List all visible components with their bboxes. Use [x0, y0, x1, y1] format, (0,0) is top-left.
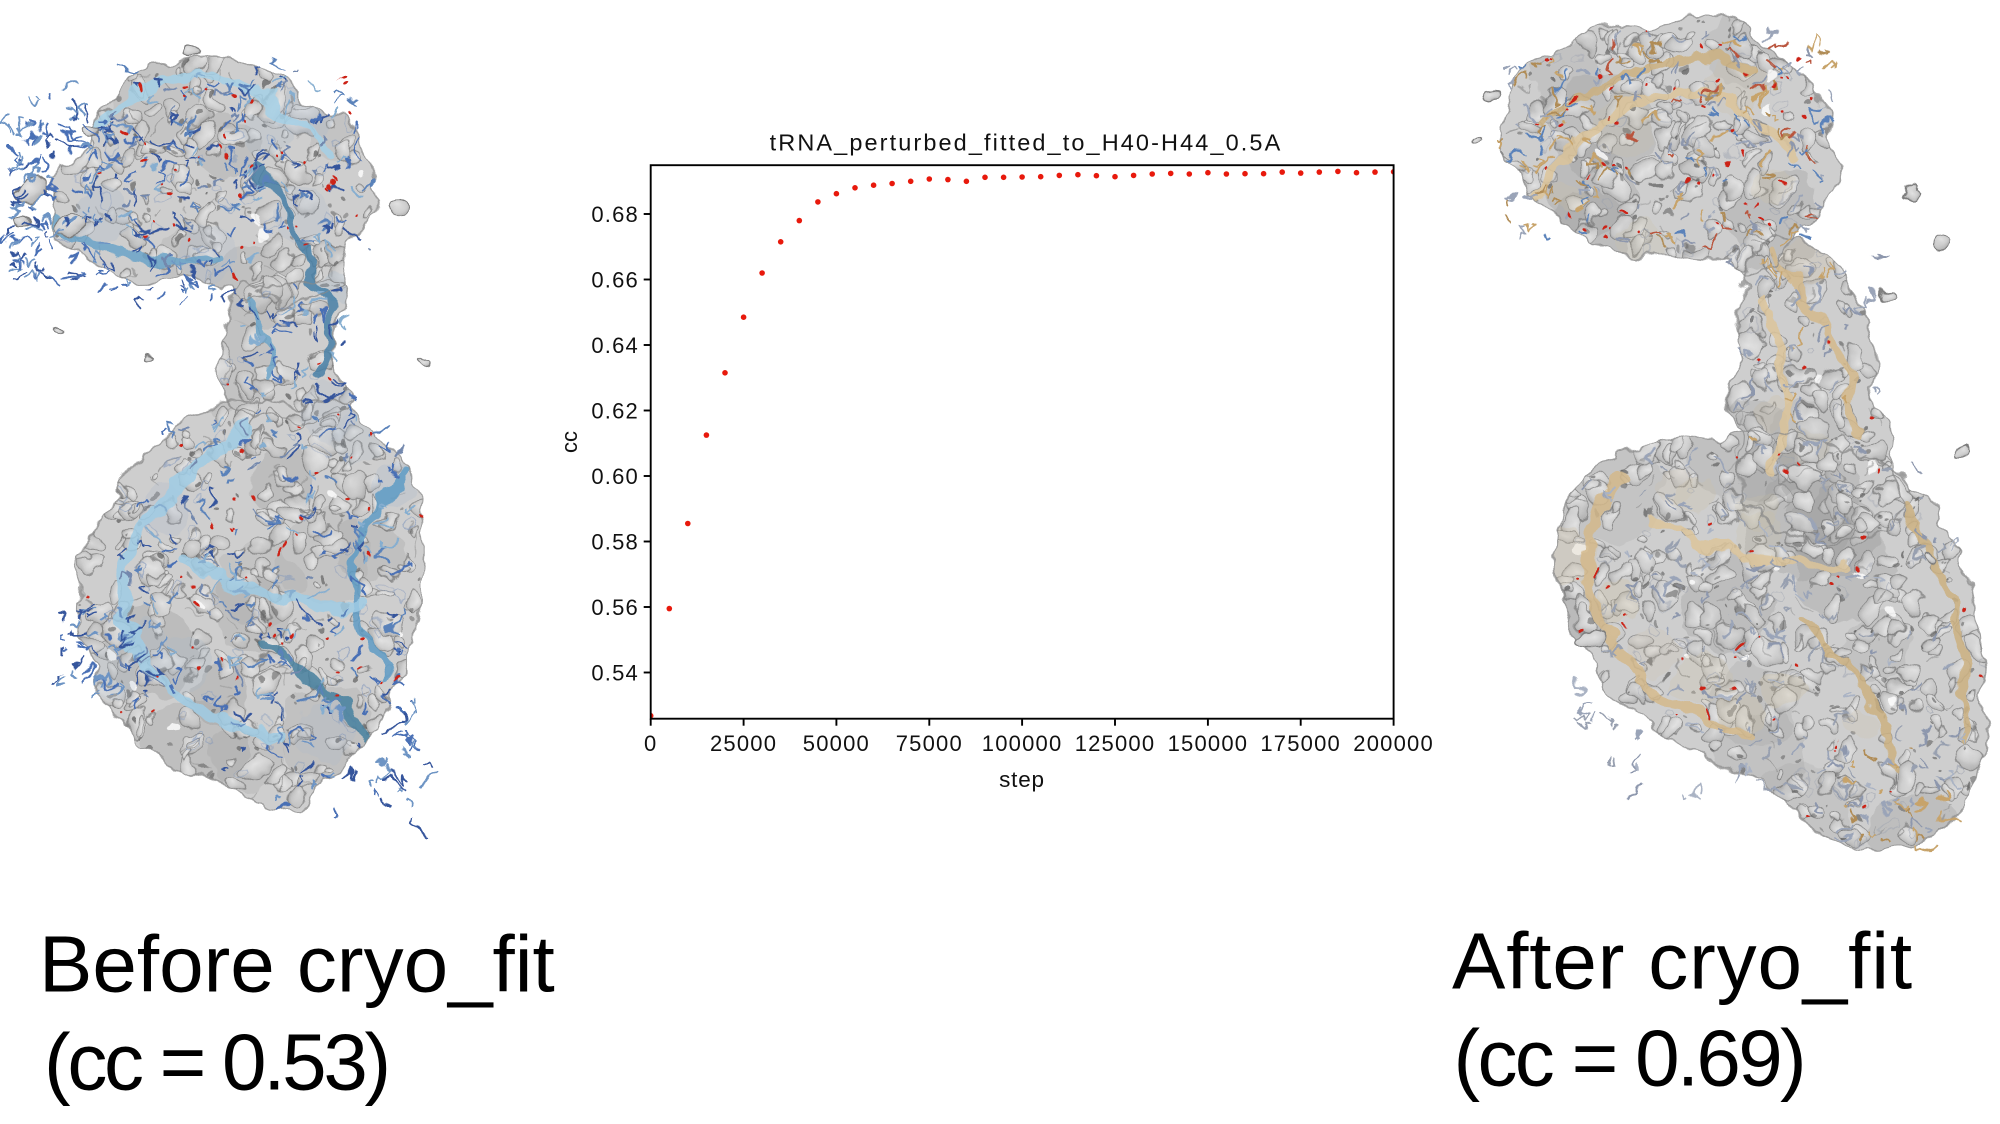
svg-text:100000: 100000 [982, 731, 1063, 756]
svg-text:0.62: 0.62 [591, 398, 639, 423]
svg-text:tRNA_perturbed_fitted_to_H40-H: tRNA_perturbed_fitted_to_H40-H44_0.5A [770, 130, 1283, 156]
svg-text:0.54: 0.54 [591, 660, 639, 685]
svg-text:75000: 75000 [896, 731, 963, 756]
svg-text:0.64: 0.64 [591, 333, 639, 358]
svg-text:25000: 25000 [710, 731, 777, 756]
svg-text:150000: 150000 [1168, 731, 1249, 756]
svg-text:50000: 50000 [803, 731, 870, 756]
svg-text:(cc = 0.53): (cc = 0.53) [44, 1018, 388, 1107]
svg-text:0: 0 [644, 731, 657, 756]
svg-text:cc: cc [557, 431, 582, 453]
svg-text:Before cryo_fit: Before cryo_fit [39, 920, 555, 1009]
svg-text:(cc = 0.69): (cc = 0.69) [1454, 1014, 1804, 1103]
svg-text:step: step [999, 767, 1045, 792]
svg-text:After cryo_fit: After cryo_fit [1452, 917, 1913, 1006]
svg-text:0.66: 0.66 [591, 267, 639, 292]
svg-text:175000: 175000 [1260, 731, 1341, 756]
svg-text:0.60: 0.60 [591, 464, 639, 489]
svg-text:125000: 125000 [1075, 731, 1156, 756]
svg-text:0.56: 0.56 [591, 595, 639, 620]
svg-text:200000: 200000 [1353, 731, 1434, 756]
svg-text:0.68: 0.68 [591, 202, 639, 227]
svg-text:0.58: 0.58 [591, 529, 639, 554]
